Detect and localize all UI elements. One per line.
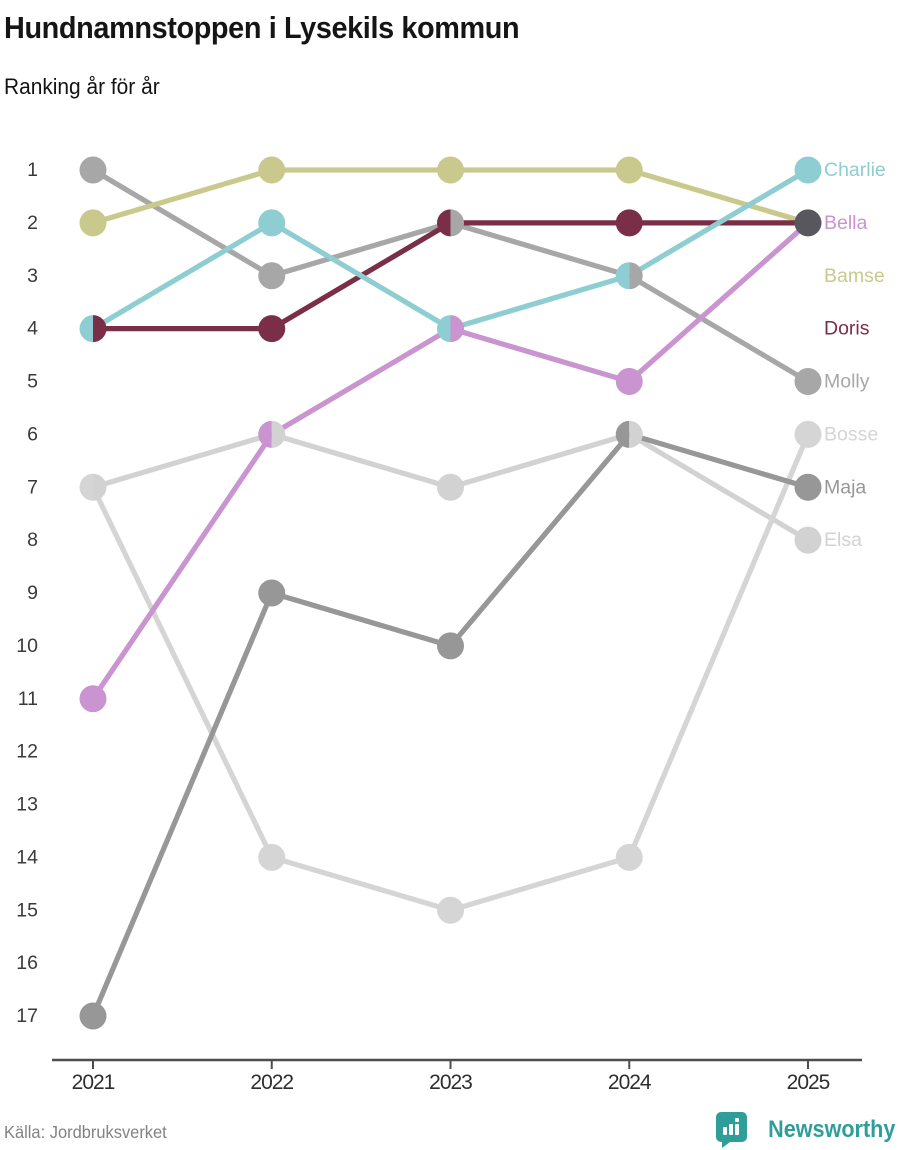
data-point-2022-rank9 [258, 579, 286, 607]
rank-axis-label: 6 [27, 423, 38, 445]
year-axis-label: 2025 [787, 1071, 830, 1094]
data-point-2022-rank14 [258, 843, 286, 871]
rank-axis-label: 2 [27, 212, 38, 234]
data-point-2022-rank2 [258, 209, 286, 237]
data-point-2024-rank3-left [615, 262, 630, 290]
data-point-2024-rank1 [615, 156, 643, 184]
rank-axis-label: 14 [16, 846, 38, 868]
series-label-maja: Maja [824, 476, 866, 498]
series-label-charlie: Charlie [824, 159, 886, 181]
data-point-2021-rank17 [79, 1002, 107, 1030]
series-label-bosse: Bosse [824, 423, 878, 445]
data-point-2024-rank3-right [629, 262, 643, 290]
series-label-bella: Bella [824, 212, 868, 234]
series-label-elsa: Elsa [824, 529, 862, 551]
data-point-2022-rank3 [258, 262, 286, 290]
data-point-2025-rank5 [794, 368, 822, 395]
data-point-2023-rank1 [437, 156, 464, 184]
rank-axis-label: 17 [16, 1005, 38, 1027]
series-label-bamse: Bamse [824, 265, 885, 287]
brand-logo: Newsworthy [715, 1112, 895, 1148]
data-point-2023-rank15 [437, 896, 464, 924]
data-point-2024-rank5 [615, 368, 643, 395]
data-point-2025-rank1 [794, 156, 822, 184]
data-point-2023-rank2-left [436, 209, 451, 237]
series-line-bella [90, 220, 810, 701]
data-point-2021-rank7-right [93, 473, 107, 501]
data-point-2021-rank2 [79, 209, 107, 237]
data-point-2023-rank10 [437, 632, 464, 660]
chart-subtitle: Ranking år för år [4, 74, 160, 99]
year-axis-label: 2021 [72, 1071, 115, 1094]
data-point-2022-rank6-left [258, 420, 272, 448]
series-line-maja [90, 431, 809, 1018]
year-axis-label: 2024 [608, 1071, 652, 1094]
data-point-2021-rank4-left [79, 315, 93, 343]
series-line-bosse [90, 433, 811, 913]
data-point-2025-rank7 [794, 473, 822, 501]
data-point-2022-rank1 [258, 156, 286, 184]
rank-axis-label: 7 [27, 476, 38, 498]
data-point-2025-rank6 [794, 420, 822, 448]
source-note: Källa: Jordbruksverket [4, 1122, 167, 1142]
data-point-2024-rank14 [615, 843, 643, 871]
data-point-2021-rank11 [79, 685, 107, 713]
data-point-2021-rank1 [79, 156, 107, 184]
data-point-2023-rank4-left [436, 315, 451, 343]
data-point-2022-rank4 [258, 315, 286, 343]
year-axis-label: 2022 [250, 1071, 293, 1094]
chart-title: Hundnamnstoppen i Lysekils kommun [4, 10, 520, 45]
rank-axis-label: 8 [27, 529, 38, 551]
data-point-2023-rank7 [437, 473, 464, 501]
series-line-molly [91, 167, 810, 384]
series-label-molly: Molly [824, 371, 870, 393]
rank-axis-label: 11 [18, 688, 38, 710]
data-point-2024-rank6-left [615, 420, 630, 448]
data-point-2025-rank2-tie [794, 209, 822, 237]
rank-axis-label: 10 [16, 635, 38, 657]
rank-axis-label: 9 [27, 582, 38, 604]
rank-axis-label: 4 [27, 318, 38, 340]
data-point-2021-rank7-left [79, 473, 93, 501]
series-label-doris: Doris [824, 318, 870, 340]
rank-axis-label: 15 [16, 899, 38, 921]
rank-axis-label: 16 [16, 952, 38, 974]
rank-axis-label: 3 [27, 265, 38, 287]
data-point-2025-rank8 [794, 526, 822, 554]
data-point-2024-rank6-right [629, 420, 643, 448]
data-point-2023-rank2-right [450, 209, 464, 237]
newsworthy-icon [715, 1112, 747, 1148]
rank-axis-label: 13 [16, 794, 38, 816]
data-point-2021-rank4-right [93, 315, 107, 343]
series-line-doris [93, 220, 808, 332]
data-point-2024-rank2 [615, 209, 643, 237]
rank-axis-label: 5 [27, 371, 38, 393]
year-axis-label: 2023 [429, 1071, 472, 1094]
brand-name: Newsworthy [767, 1116, 895, 1143]
rank-axis-label: 12 [16, 741, 38, 763]
data-point-2023-rank4-right [450, 315, 464, 343]
data-point-2022-rank6-right [271, 420, 286, 448]
rank-axis-label: 1 [27, 159, 38, 181]
